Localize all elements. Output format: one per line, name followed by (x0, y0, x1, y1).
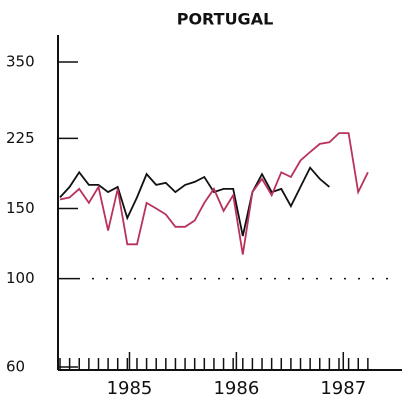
x-tick-label: 1987 (320, 378, 366, 399)
y-tick-label: 100 (6, 269, 35, 287)
x-tick-label: 1986 (213, 378, 259, 399)
y-tick-label: 350 (6, 53, 35, 71)
y-tick-label: 150 (6, 199, 35, 217)
line-series (59, 166, 330, 237)
y-tick-label: 225 (6, 129, 35, 147)
chart-title: PORTUGAL (177, 10, 274, 29)
x-tick-label: 1985 (107, 378, 153, 399)
y-tick-label: 60 (6, 358, 25, 376)
line-series (59, 132, 369, 255)
